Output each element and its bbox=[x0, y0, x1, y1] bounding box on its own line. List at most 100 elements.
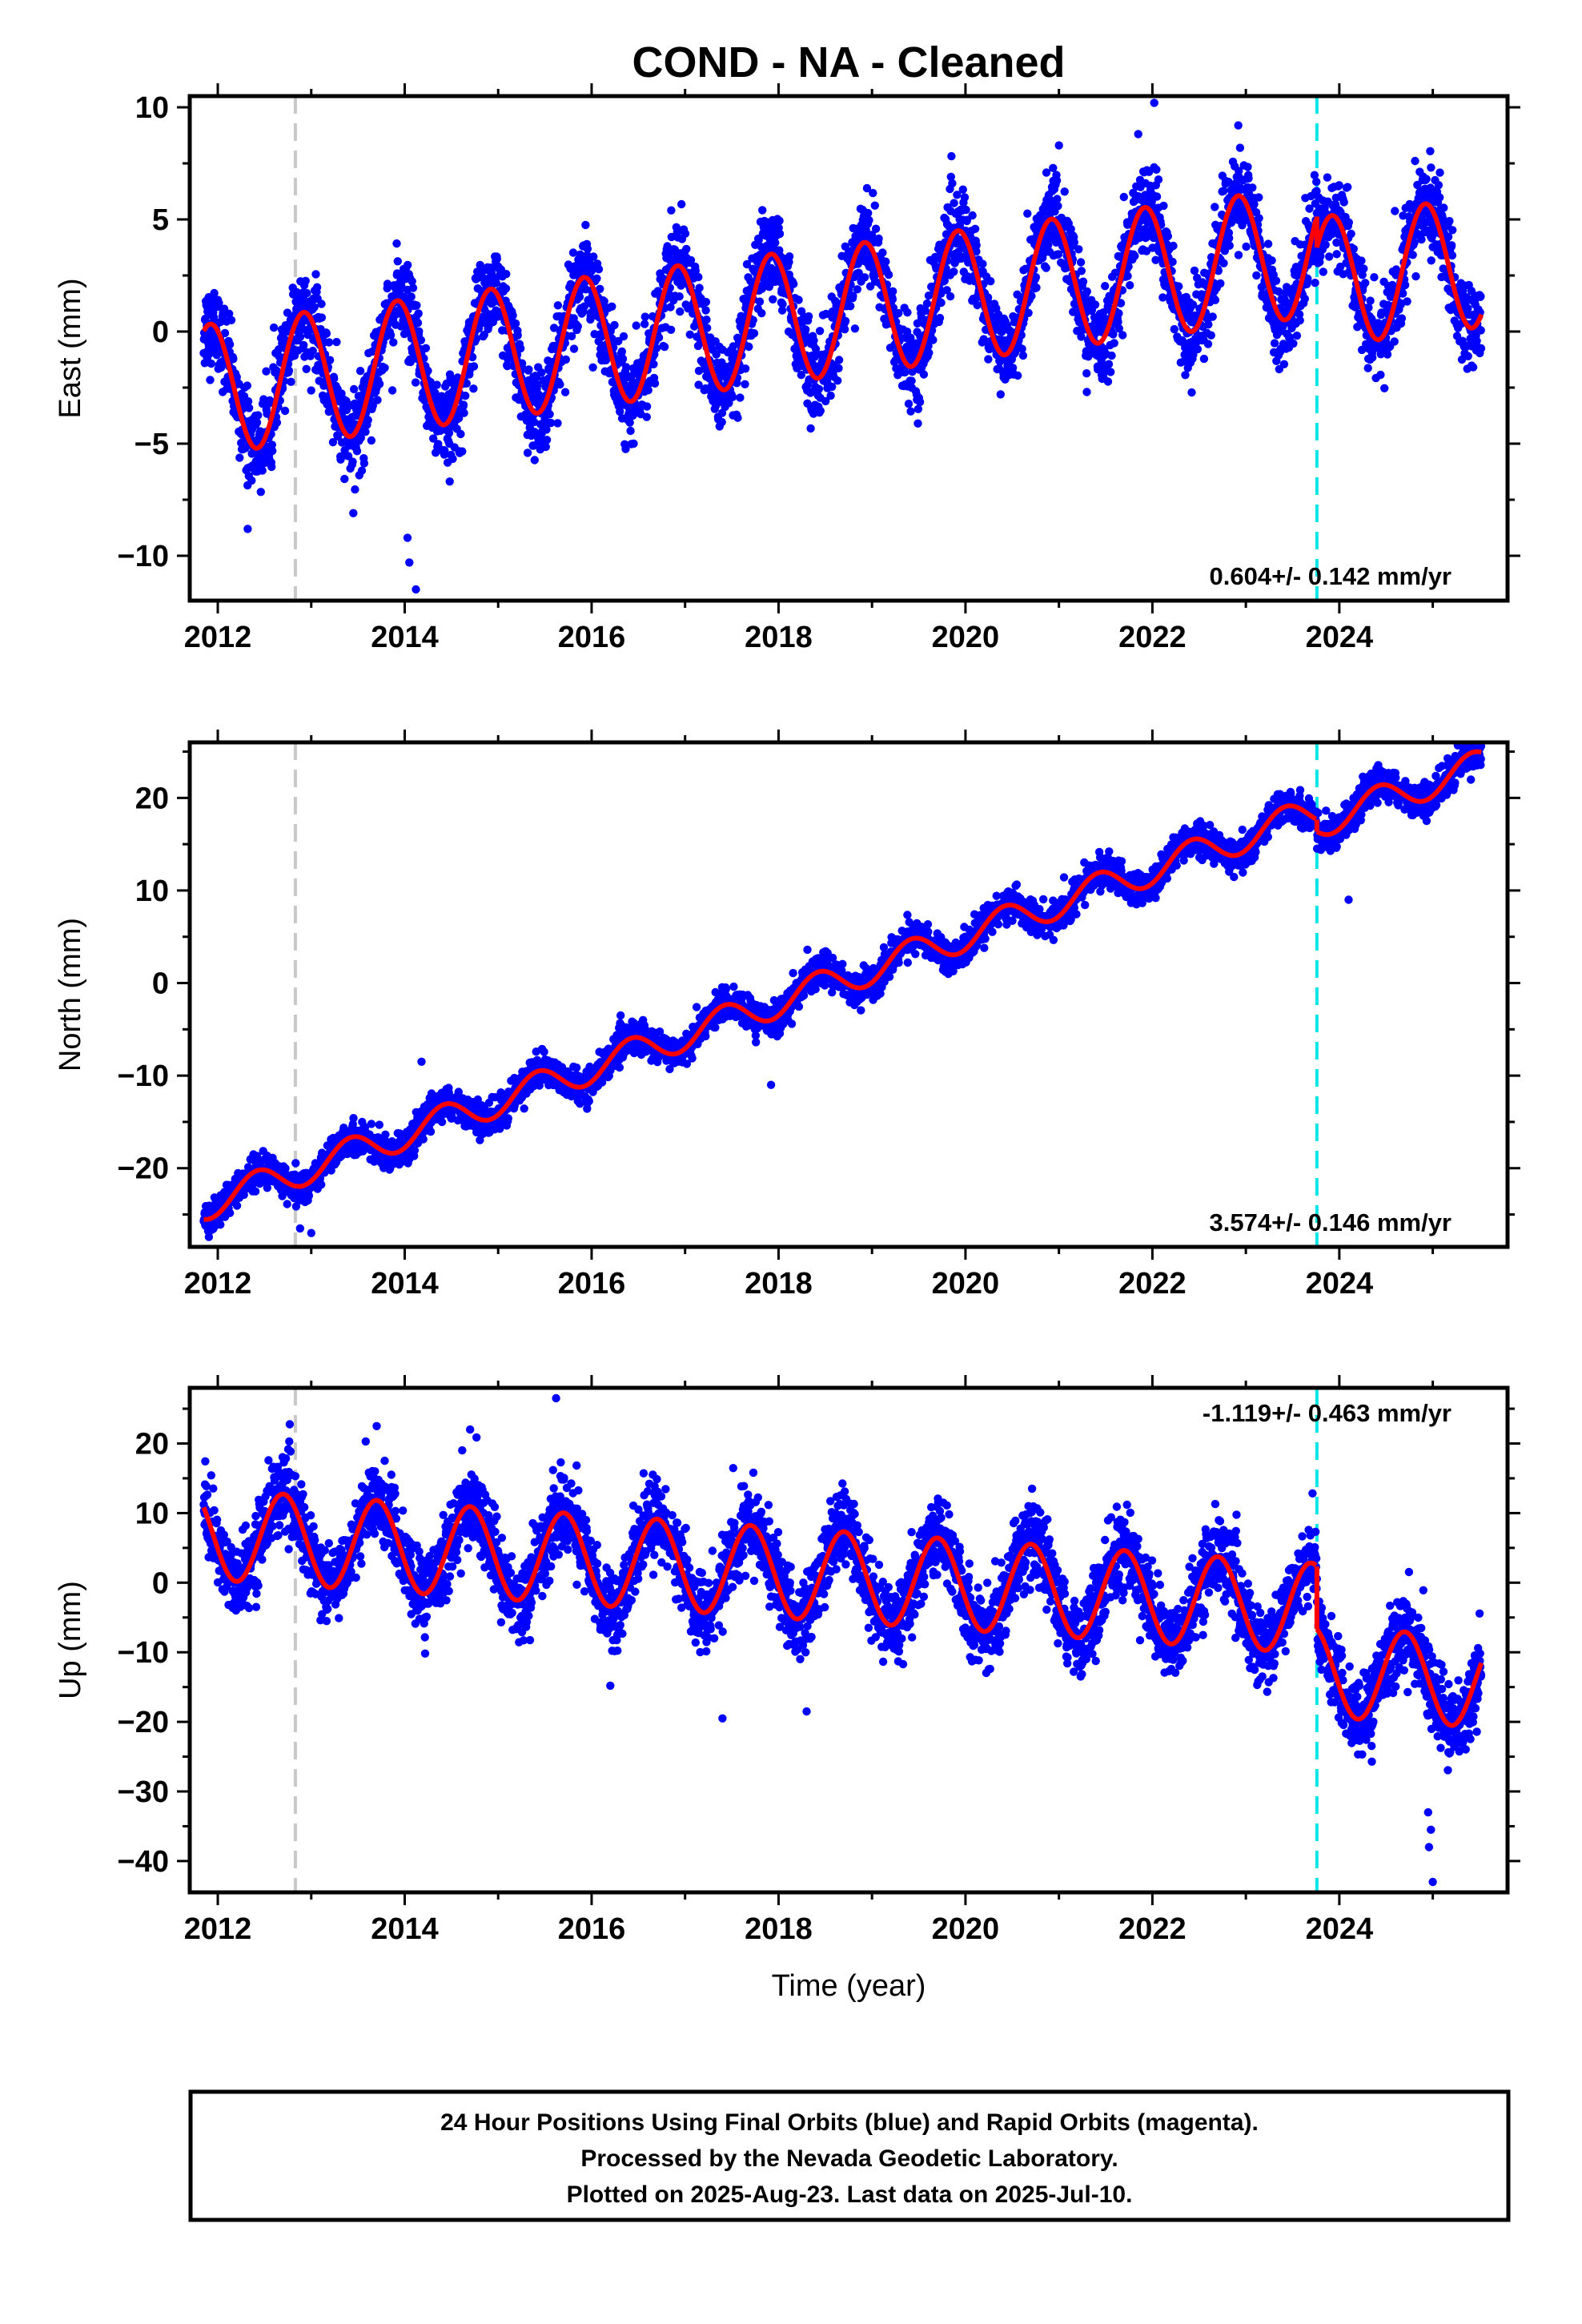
east-point bbox=[1445, 216, 1454, 226]
east-point bbox=[1363, 364, 1372, 372]
east-point bbox=[946, 292, 955, 301]
east-point bbox=[461, 392, 470, 400]
east-point bbox=[903, 308, 912, 317]
east-point bbox=[537, 368, 546, 377]
east-point bbox=[694, 272, 703, 282]
east-point bbox=[797, 371, 805, 380]
east-point bbox=[204, 341, 214, 350]
east-outlier-point bbox=[405, 558, 414, 567]
east-point bbox=[1109, 330, 1118, 339]
east-point bbox=[287, 377, 295, 386]
east-outlier-point bbox=[412, 585, 420, 594]
east-point bbox=[227, 316, 236, 324]
east-point bbox=[1312, 177, 1321, 187]
east-point bbox=[340, 474, 349, 484]
east-point bbox=[834, 364, 843, 372]
east-point bbox=[1207, 331, 1216, 340]
east-point bbox=[986, 277, 995, 286]
east-point bbox=[940, 276, 950, 285]
east-point bbox=[1235, 167, 1243, 175]
east-point bbox=[1357, 256, 1366, 265]
east-point bbox=[1211, 296, 1220, 304]
east-point bbox=[1193, 344, 1203, 354]
east-point bbox=[1152, 165, 1161, 174]
east-point bbox=[1211, 203, 1219, 211]
east-point bbox=[431, 388, 440, 397]
east-point bbox=[440, 446, 449, 455]
east-point bbox=[1427, 163, 1435, 172]
east-point bbox=[1235, 143, 1245, 152]
east-point bbox=[1380, 384, 1389, 392]
east-point bbox=[1106, 368, 1115, 376]
east-point bbox=[915, 397, 925, 407]
east-point bbox=[1187, 388, 1196, 397]
east-point bbox=[778, 300, 787, 308]
east-point bbox=[907, 376, 916, 385]
east-point bbox=[1219, 259, 1228, 267]
east-point bbox=[1312, 187, 1321, 195]
east-point bbox=[1271, 276, 1281, 285]
east-point bbox=[1054, 202, 1062, 211]
east-point bbox=[841, 316, 850, 326]
east-point bbox=[361, 428, 370, 436]
east-point bbox=[367, 436, 376, 445]
east-point bbox=[1408, 251, 1417, 259]
east-point bbox=[542, 436, 552, 444]
east-point bbox=[235, 453, 244, 462]
east-point bbox=[642, 412, 651, 421]
east-point bbox=[1255, 214, 1263, 223]
east-point bbox=[621, 444, 630, 453]
east-point bbox=[469, 384, 478, 393]
east-point bbox=[1364, 304, 1373, 312]
east-point bbox=[1244, 174, 1253, 183]
east-point bbox=[1397, 314, 1407, 323]
east-point bbox=[411, 378, 420, 387]
east-point bbox=[375, 380, 384, 388]
east-ytick-label: −10 bbox=[118, 540, 169, 573]
east-point bbox=[1042, 168, 1051, 177]
east-point bbox=[1295, 316, 1304, 325]
east-point bbox=[924, 341, 933, 351]
east-point bbox=[749, 329, 759, 338]
east-point bbox=[972, 247, 981, 256]
east-point bbox=[380, 364, 389, 372]
east-point bbox=[468, 352, 477, 362]
east-point bbox=[1349, 244, 1359, 253]
east-point bbox=[1339, 198, 1348, 207]
east-point bbox=[864, 208, 873, 218]
east-point bbox=[1181, 371, 1190, 380]
east-point bbox=[785, 252, 794, 261]
north-point bbox=[252, 1152, 262, 1160]
east-point bbox=[1399, 289, 1407, 298]
east-point bbox=[561, 355, 570, 364]
east-point bbox=[1468, 363, 1478, 372]
east-point bbox=[508, 311, 517, 320]
east-point bbox=[1103, 377, 1113, 386]
east-point bbox=[1250, 199, 1259, 209]
east-point bbox=[1023, 209, 1032, 218]
east-point bbox=[1476, 344, 1486, 353]
east-point bbox=[421, 344, 431, 352]
east-point bbox=[429, 434, 438, 443]
east-point bbox=[919, 370, 929, 379]
east-point bbox=[1252, 271, 1261, 280]
east-point bbox=[625, 418, 634, 427]
east-point bbox=[629, 439, 638, 448]
east-point bbox=[1368, 353, 1377, 362]
east-point bbox=[821, 396, 830, 406]
east-point bbox=[1476, 326, 1485, 335]
east-point bbox=[322, 329, 331, 338]
east-xtick-label: 2012 bbox=[184, 621, 252, 654]
east-point bbox=[516, 344, 525, 353]
east-point bbox=[960, 193, 970, 202]
east-xtick-label: 2018 bbox=[745, 621, 813, 654]
east-point bbox=[408, 283, 418, 292]
east-point bbox=[948, 179, 957, 188]
east-point bbox=[283, 308, 292, 317]
north-point bbox=[251, 1187, 260, 1196]
east-point bbox=[610, 320, 619, 330]
east-point bbox=[809, 336, 818, 345]
east-point bbox=[1042, 263, 1050, 272]
east-point bbox=[1472, 336, 1481, 345]
east-point bbox=[415, 327, 424, 336]
